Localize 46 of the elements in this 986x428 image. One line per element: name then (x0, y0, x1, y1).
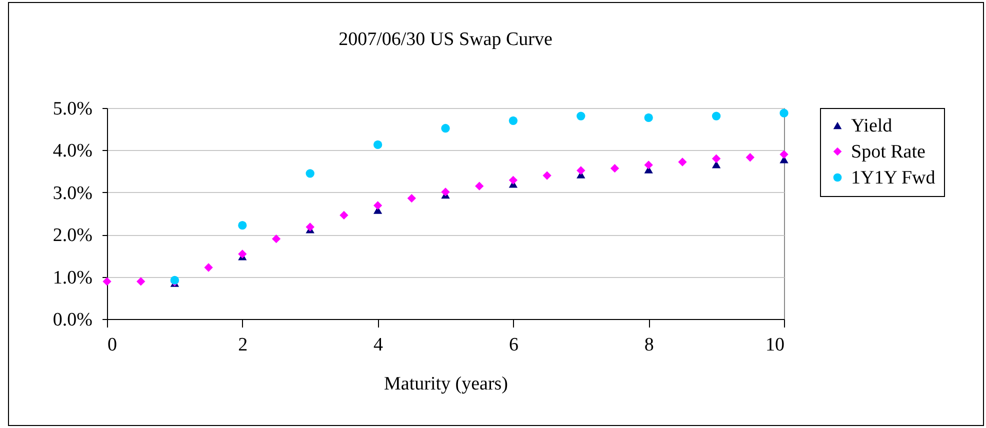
x-tick-label: 6 (508, 334, 518, 356)
point (644, 160, 653, 170)
y-tick-label: 4.0% (52, 140, 93, 162)
chart-title: 2007/06/30 US Swap Curve (338, 29, 552, 50)
x-tick-label: 8 (644, 334, 654, 356)
point (340, 210, 348, 220)
point (441, 124, 450, 133)
point (475, 182, 484, 190)
y-tick-label: 5.0% (52, 98, 93, 120)
point (644, 113, 653, 122)
point (204, 263, 213, 272)
point (136, 277, 146, 286)
point (746, 153, 754, 162)
point (306, 169, 314, 178)
point (508, 176, 518, 184)
point (712, 112, 721, 120)
point (441, 188, 450, 196)
point (542, 171, 552, 180)
point (508, 116, 518, 125)
y-tick-label: 0.0% (52, 310, 93, 330)
point (678, 158, 687, 166)
point (576, 112, 586, 120)
point (306, 222, 314, 232)
x-tick-label: 2 (238, 334, 248, 356)
x-tick-label: 4 (374, 334, 384, 356)
point (407, 194, 416, 203)
x-axis-title: Maturity (years) (384, 374, 508, 394)
legend-label: 1Y1Y Fwd (851, 168, 936, 188)
y-tick-label: 1.0% (52, 267, 93, 288)
point (576, 166, 586, 175)
point (780, 108, 788, 118)
point (610, 164, 620, 173)
point (272, 234, 281, 244)
point (373, 201, 382, 210)
legend-label: Spot Rate (851, 142, 926, 162)
x-tick-label: 10 (766, 334, 784, 356)
point (712, 154, 721, 163)
y-tick-label: 3.0% (52, 182, 93, 204)
point (780, 150, 788, 159)
y-tick-label: 2.0% (52, 225, 93, 246)
x-tick-label: 0 (108, 334, 117, 356)
point (238, 220, 247, 230)
point (102, 277, 112, 286)
point (238, 250, 247, 258)
legend-label: Yield (851, 116, 893, 136)
point (373, 140, 382, 150)
